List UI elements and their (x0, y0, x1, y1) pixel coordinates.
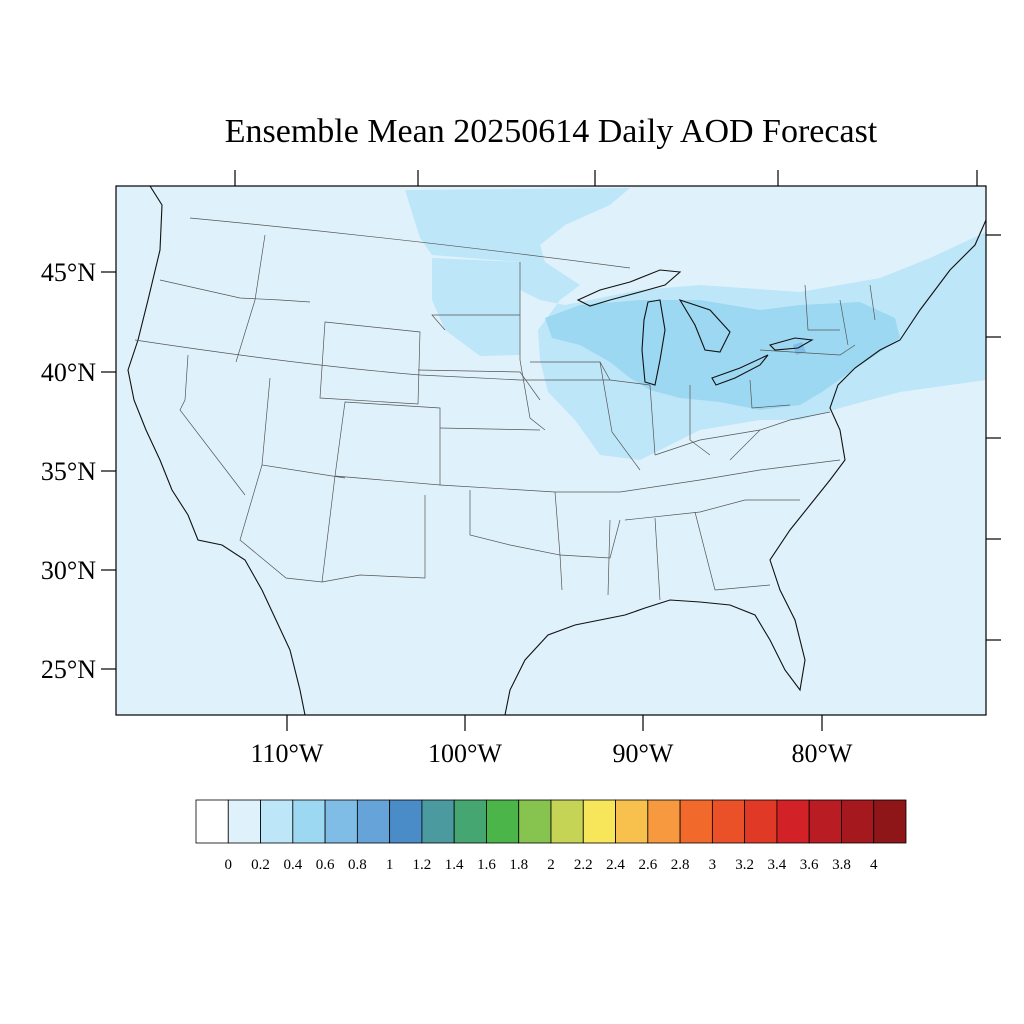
colorbar-swatch (292, 799, 326, 844)
colorbar-label: 3.8 (832, 857, 851, 873)
right-ticks (986, 234, 1001, 641)
lat-labels: 45°N 40°N 35°N 30°N 25°N (41, 258, 96, 684)
colorbar-swatch (615, 799, 649, 844)
colorbar-label: 0.4 (283, 857, 302, 873)
colorbar-label: 2 (547, 857, 555, 873)
us-coastline (127, 186, 986, 715)
colorbar-swatch (841, 799, 875, 844)
colorbar-label: 1.6 (477, 857, 496, 873)
colorbar-label: 0.2 (251, 857, 270, 873)
colorbar-label: 0.8 (348, 857, 367, 873)
colorbar-swatch (776, 799, 810, 844)
lat-label-30: 30°N (41, 556, 96, 585)
lon-ticks (286, 715, 823, 731)
lake-superior (576, 269, 682, 307)
colorbar (195, 799, 907, 844)
colorbar-label: 2.6 (638, 857, 657, 873)
lat-label-45: 45°N (41, 258, 96, 287)
colorbar-label: 2.4 (606, 857, 625, 873)
lon-label-110: 110°W (251, 739, 324, 768)
colorbar-swatch (356, 799, 391, 844)
lon-labels: 110°W 100°W 90°W 80°W (251, 739, 853, 768)
colorbar-labels: 0 0.2 0.4 0.6 0.8 1 1.2 1.4 1.6 1.8 2 2.2 2.4 2.6 2.8 3… (225, 857, 878, 873)
colorbar-swatch (679, 799, 713, 844)
lake-michigan (641, 299, 666, 386)
colorbar-swatch (518, 799, 552, 844)
colorbar-swatch (227, 799, 261, 844)
map-background (116, 186, 986, 715)
state-borders (134, 217, 876, 601)
colorbar-label: 1.8 (509, 857, 528, 873)
colorbar-label: 2.8 (671, 857, 690, 873)
colorbar-label: 3 (709, 857, 717, 873)
lat-label-35: 35°N (41, 457, 96, 486)
colorbar-swatch (453, 799, 487, 844)
lake-huron (678, 299, 731, 353)
lat-label-40: 40°N (41, 358, 96, 387)
lat-ticks (101, 271, 116, 670)
colorbar-label: 3.6 (800, 857, 819, 873)
colorbar-swatch (421, 799, 455, 844)
colorbar-swatch (389, 799, 423, 844)
colorbar-label: 1.2 (413, 857, 432, 873)
map-frame (115, 185, 987, 716)
colorbar-swatch (582, 799, 616, 844)
colorbar-swatch (711, 799, 746, 844)
colorbar-swatch (647, 799, 681, 844)
colorbar-label: 1 (386, 857, 394, 873)
aod-band-core (545, 300, 900, 410)
colorbar-label: 3.4 (768, 857, 787, 873)
colorbar-swatch (260, 799, 294, 844)
colorbar-label: 3.2 (735, 857, 754, 873)
lon-label-100: 100°W (428, 739, 502, 768)
colorbar-swatch (744, 799, 778, 844)
colorbar-label: 0.6 (316, 857, 335, 873)
colorbar-label: 1.4 (445, 857, 464, 873)
colorbar-swatch (195, 799, 229, 844)
colorbar-label: 2.2 (574, 857, 593, 873)
aod-band-plains (432, 258, 520, 356)
lon-label-90: 90°W (613, 739, 674, 768)
lake-erie (711, 354, 769, 386)
colorbar-swatch (324, 799, 358, 844)
colorbar-swatch (486, 799, 520, 844)
top-ticks (234, 170, 978, 186)
colorbar-swatch (873, 799, 907, 844)
lon-label-80: 80°W (792, 739, 853, 768)
lat-label-25: 25°N (41, 655, 96, 684)
colorbar-swatch (808, 799, 842, 844)
colorbar-label: 0 (225, 857, 233, 873)
colorbar-label: 4 (870, 857, 878, 873)
figure-title: Ensemble Mean 20250614 Daily AOD Forecas… (225, 113, 878, 150)
lake-ontario (768, 337, 814, 351)
map-panel (116, 186, 986, 715)
colorbar-swatch (550, 799, 584, 844)
